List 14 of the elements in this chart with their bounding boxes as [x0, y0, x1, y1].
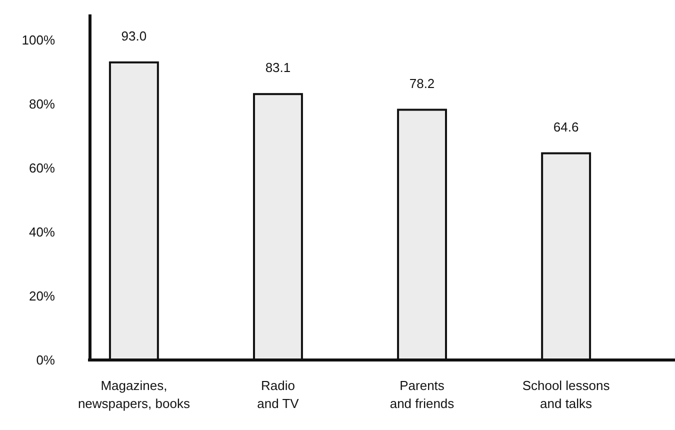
data-label: 83.1: [265, 60, 291, 76]
y-tick-label: 80%: [28, 96, 56, 112]
y-tick-label: 60%: [28, 160, 56, 176]
x-tick-label: Radio and TV: [257, 378, 300, 411]
x-tick-label: Parents and friends: [390, 378, 455, 411]
data-label: 78.2: [409, 76, 435, 91]
data-label: 64.6: [553, 119, 579, 134]
y-tick-label: 0%: [36, 352, 56, 368]
x-tick-label: Magazines, newspapers, books: [78, 378, 190, 411]
y-tick-label: 40%: [28, 224, 56, 240]
y-tick-label: 20%: [28, 288, 56, 304]
data-label: 93.0: [121, 28, 147, 44]
y-tick-label: 100%: [22, 32, 56, 48]
x-tick-label: School lessons and talks: [522, 378, 610, 411]
